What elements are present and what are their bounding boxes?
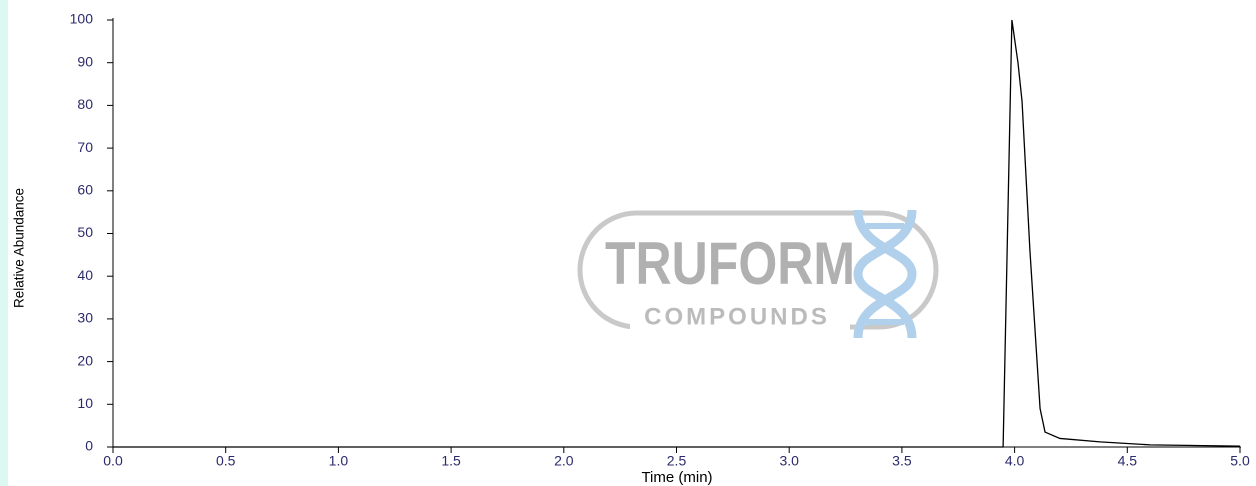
- side-strip: [0, 0, 8, 486]
- x-axis-label: Time (min): [641, 469, 712, 486]
- x-tick-label: 2.5: [667, 453, 687, 469]
- y-tick-label: 0: [85, 438, 93, 454]
- x-tick-label: 1.0: [329, 453, 349, 469]
- y-tick-label: 40: [77, 267, 93, 283]
- y-tick-label: 100: [70, 11, 94, 27]
- y-tick-label: 50: [77, 224, 93, 240]
- x-tick-label: 2.0: [554, 453, 574, 469]
- x-tick-label: 1.5: [441, 453, 461, 469]
- watermark-title: TRUFORM: [605, 230, 855, 297]
- y-tick-label: 60: [77, 182, 93, 198]
- dna-strand: [853, 209, 917, 339]
- chromatogram-line: [113, 19, 1241, 448]
- y-tick-label: 80: [77, 96, 93, 112]
- y-tick-label: 90: [77, 53, 93, 69]
- y-tick-label: 10: [77, 395, 93, 411]
- dna-rungs: [866, 223, 904, 325]
- y-tick-label: 20: [77, 352, 93, 368]
- x-tick-label: 4.0: [1005, 453, 1025, 469]
- watermark-subtitle: COMPOUNDS: [644, 303, 830, 330]
- x-tick-label: 3.5: [892, 453, 912, 469]
- y-tick-label: 30: [77, 310, 93, 326]
- y-axis-label: Relative Abundance: [11, 188, 27, 308]
- x-tick-label: 5.0: [1230, 453, 1250, 469]
- y-tick-label: 70: [77, 139, 93, 155]
- x-tick-label: 3.0: [779, 453, 799, 469]
- x-tick-label: 0.5: [216, 453, 236, 469]
- watermark-gap: [630, 300, 850, 334]
- watermark: TRUFORM COMPOUNDS: [577, 209, 939, 339]
- x-tick-label: 4.5: [1118, 453, 1138, 469]
- dna-strand: [853, 209, 917, 339]
- x-tick-label: 0.0: [103, 453, 123, 469]
